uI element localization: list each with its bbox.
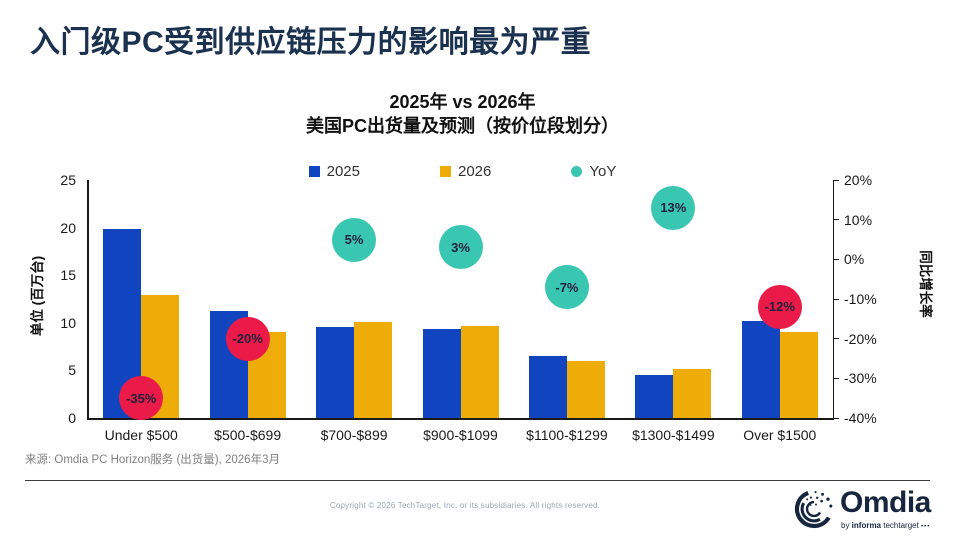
right-axis-tick-label: 10% [844,211,873,228]
source-note: 来源: Omdia PC Horizon服务 (出货量), 2026年3月 [25,454,280,466]
right-axis-line [833,180,834,419]
tagline-dots: ••• [921,524,931,530]
x-axis-label: $900-$1099 [423,427,498,443]
left-axis-tick-label: 0 [68,410,76,426]
left-axis-title: 单位 (百万台) [30,255,45,337]
left-axis-tick-label: 20 [60,219,76,236]
legend-swatch-square [308,166,320,177]
x-axis-label: $500-$699 [214,427,282,443]
bar-2026 [566,360,605,418]
yoy-bubble: 3% [438,225,483,270]
bar-2025 [316,326,355,418]
bar-2026 [460,325,499,418]
footer-divider [25,480,930,481]
right-axis-tick-label: -40% [844,410,877,426]
left-axis-tick-label: 10 [60,314,76,331]
legend-label: 2025 [326,163,360,180]
right-axis-tick-label: -20% [844,330,877,347]
bar-2025 [528,356,567,418]
slide-title: 入门级PC受到供应链压力的影响最为严重 [30,26,592,59]
omdia-wordmark: Omdia [840,486,931,519]
chart-title-block: 2025年 vs 2026年 美国PC出货量及预测（按价位段划分） [90,90,835,138]
yoy-bubble: -20% [225,316,270,361]
copyright-text: Copyright © 2026 TechTarget, Inc. or its… [329,501,601,510]
legend-swatch-circle [571,166,583,177]
right-axis-tick [833,298,839,300]
chart-title: 2025年 vs 2026年 [389,92,536,112]
yoy-bubble: -7% [544,265,589,310]
legend-item-2025: 2025 [308,163,360,180]
left-axis-tick-label: 15 [60,267,76,284]
omdia-logo: Omdia by informa techtarget ••• [790,485,940,537]
right-axis-tick-label: 0% [844,251,865,268]
bar-2025 [635,375,674,418]
legend-label: 2026 [458,163,492,180]
x-axis-label: $700-$899 [320,427,388,443]
right-axis-tick [833,338,839,340]
x-axis-label: Under $500 [104,427,178,443]
right-axis-tick [833,417,839,419]
left-axis-tick-label: 25 [60,172,76,188]
omdia-tagline: by informa techtarget ••• [841,521,931,530]
bar-2026 [673,369,712,418]
right-axis-tick [833,258,839,260]
x-axis-label: $1100-$1299 [526,427,608,443]
legend-item-yoy: YoY [571,163,616,180]
bar-2026 [354,321,393,418]
bar-2025 [741,320,780,418]
y-axis-line [87,180,89,419]
x-axis-label: Over $1500 [743,427,817,443]
bar-2025 [422,328,461,418]
chart-subtitle: 美国PC出货量及预测（按价位段划分） [305,116,619,136]
left-axis-tick-label: 5 [68,362,76,379]
yoy-bubble: -12% [757,284,802,329]
omdia-swirl-icon [794,490,833,529]
right-axis-tick-label: 20% [844,172,873,188]
yoy-bubble: -35% [119,376,164,421]
x-axis-label: $1300-$1499 [632,427,715,443]
legend-label: YoY [589,163,617,180]
legend-swatch-square [440,166,451,177]
right-axis-title: 同比增长率 [918,250,933,318]
yoy-bubble: 5% [332,217,377,262]
chart-legend: 2025 2026 YoY [90,163,835,180]
right-axis-tick [833,219,839,221]
right-axis-tick [833,377,839,379]
right-axis-tick-label: -30% [844,370,877,387]
bar-2026 [779,332,818,418]
x-axis-line [87,418,834,420]
yoy-bubble: 13% [651,185,696,230]
right-axis-tick [833,179,839,181]
legend-item-2026: 2026 [440,163,491,180]
right-axis-tick-label: -10% [844,291,877,307]
